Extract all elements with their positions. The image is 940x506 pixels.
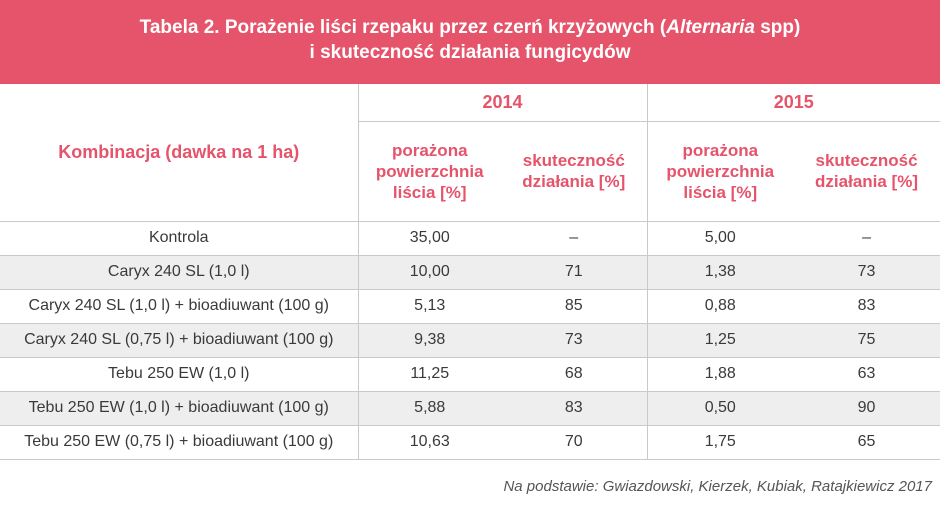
efficacy-header-2014: skuteczność działania [%]	[501, 121, 648, 222]
title-prefix: Tabela 2. Porażenie liści rzepaku przez …	[139, 17, 667, 38]
row-name: Kontrola	[0, 221, 358, 256]
title-suffix: spp)	[754, 17, 801, 38]
row-name: Tebu 250 EW (1,0 l)	[0, 357, 358, 392]
efficacy-2015: 90	[793, 391, 940, 426]
damage-header-2014: porażona powierzchnia liścia [%]	[357, 121, 501, 222]
table-row: Caryx 240 SL (0,75 l) + bioadiuwant (100…	[0, 323, 940, 358]
efficacy-2014: 70	[501, 425, 648, 460]
damage-2015: 1,38	[646, 255, 794, 290]
efficacy-2014: –	[501, 221, 648, 256]
damage-2015: 5,00	[646, 221, 794, 256]
year-header-2014: 2014	[357, 84, 648, 122]
row-name: Caryx 240 SL (0,75 l) + bioadiuwant (100…	[0, 323, 358, 358]
row-name: Tebu 250 EW (1,0 l) + bioadiuwant (100 g…	[0, 391, 358, 426]
efficacy-2015: –	[793, 221, 940, 256]
table-row: Tebu 250 EW (1,0 l) 11,25 68 1,88 63	[0, 357, 940, 392]
damage-2014: 11,25	[357, 357, 501, 392]
row-name: Caryx 240 SL (1,0 l) + bioadiuwant (100 …	[0, 289, 358, 324]
efficacy-2015: 83	[793, 289, 940, 324]
efficacy-2014: 71	[501, 255, 648, 290]
table-row: Tebu 250 EW (1,0 l) + bioadiuwant (100 g…	[0, 391, 940, 426]
efficacy-header-2015: skuteczność działania [%]	[793, 121, 940, 222]
efficacy-2015: 75	[793, 323, 940, 358]
title-line-2: i skuteczność działania fungicydów	[309, 42, 631, 63]
source-note: Na podstawie: Gwiazdowski, Kierzek, Kubi…	[503, 478, 932, 495]
table-title: Tabela 2. Porażenie liści rzepaku przez …	[0, 0, 940, 84]
damage-2014: 10,63	[357, 425, 501, 460]
damage-2014: 35,00	[357, 221, 501, 256]
damage-2014: 5,13	[357, 289, 501, 324]
efficacy-2015: 73	[793, 255, 940, 290]
damage-header-2015: porażona powierzchnia liścia [%]	[646, 121, 794, 222]
damage-2014: 9,38	[357, 323, 501, 358]
title-italic: Alternaria	[666, 17, 755, 38]
table-row: Caryx 240 SL (1,0 l) + bioadiuwant (100 …	[0, 289, 940, 324]
damage-2015: 1,75	[646, 425, 794, 460]
efficacy-2014: 85	[501, 289, 648, 324]
damage-2014: 10,00	[357, 255, 501, 290]
combination-header: Kombinacja (dawka na 1 ha)	[0, 84, 358, 222]
row-name: Caryx 240 SL (1,0 l)	[0, 255, 358, 290]
results-table: Kombinacja (dawka na 1 ha) 2014 2015 por…	[0, 84, 940, 460]
table-row: Tebu 250 EW (0,75 l) + bioadiuwant (100 …	[0, 425, 940, 460]
table-row: Kontrola 35,00 – 5,00 –	[0, 221, 940, 256]
row-name: Tebu 250 EW (0,75 l) + bioadiuwant (100 …	[0, 425, 358, 460]
efficacy-2015: 63	[793, 357, 940, 392]
year-header-2015: 2015	[646, 84, 940, 122]
efficacy-2014: 68	[501, 357, 648, 392]
damage-2015: 0,50	[646, 391, 794, 426]
damage-2015: 0,88	[646, 289, 794, 324]
damage-2015: 1,88	[646, 357, 794, 392]
damage-2015: 1,25	[646, 323, 794, 358]
efficacy-2014: 83	[501, 391, 648, 426]
table-row: Caryx 240 SL (1,0 l) 10,00 71 1,38 73	[0, 255, 940, 290]
efficacy-2015: 65	[793, 425, 940, 460]
damage-2014: 5,88	[357, 391, 501, 426]
title-line-1: Tabela 2. Porażenie liści rzepaku przez …	[0, 15, 940, 40]
efficacy-2014: 73	[501, 323, 648, 358]
